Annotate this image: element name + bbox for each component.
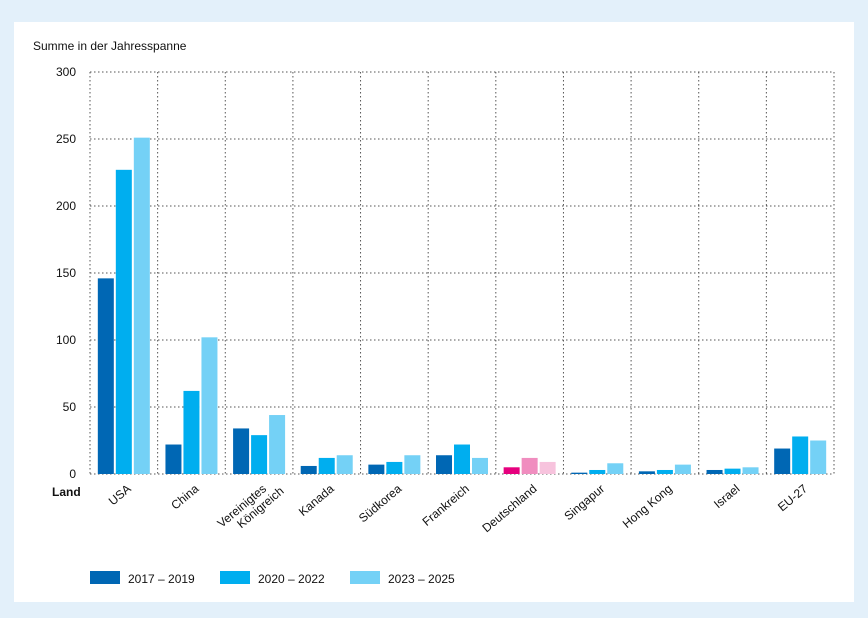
bar	[97, 278, 114, 474]
x-tick-label: China	[168, 481, 201, 512]
bar	[300, 465, 317, 474]
chart-card	[14, 22, 854, 602]
bar	[607, 463, 624, 474]
x-tick-label: USA	[106, 482, 134, 509]
y-tick-label: 250	[56, 132, 76, 146]
bar	[724, 468, 741, 474]
y-tick-label: 0	[69, 467, 76, 481]
x-tick-label: VereinigtesKönigreich	[215, 474, 287, 541]
x-tick-label: EU-27	[775, 481, 810, 514]
bar	[774, 448, 791, 474]
bar	[472, 457, 488, 474]
bar	[454, 444, 470, 474]
bar	[183, 390, 200, 474]
bar	[638, 471, 655, 474]
y-tick-label: 200	[56, 199, 76, 213]
legend-label: 2023 – 2025	[388, 572, 455, 586]
x-tick-label: Singapur	[561, 482, 607, 524]
legend-swatch	[350, 571, 380, 584]
x-tick-label: Deutschland	[479, 482, 539, 536]
x-tick-label: Südkorea	[356, 481, 405, 525]
bar	[674, 464, 691, 474]
bar	[521, 457, 538, 474]
bar	[571, 472, 588, 474]
legend-swatch	[220, 571, 250, 584]
bar	[233, 428, 250, 474]
bar	[742, 467, 759, 474]
legend-label: 2017 – 2019	[128, 572, 195, 586]
y-axis-title: Summe in der Jahresspanne	[33, 39, 187, 53]
bar	[589, 469, 606, 474]
y-tick-label: 150	[56, 266, 76, 280]
legend-label: 2020 – 2022	[258, 572, 325, 586]
x-tick-label: Frankreich	[420, 482, 472, 529]
bar	[656, 469, 673, 474]
x-tick-label: Kanada	[296, 481, 337, 519]
bar	[810, 440, 827, 474]
bar	[269, 415, 286, 474]
bar	[133, 137, 150, 474]
bar	[165, 444, 182, 474]
bar	[792, 436, 809, 474]
bar	[404, 455, 421, 474]
bar	[503, 467, 520, 474]
y-tick-label: 50	[63, 400, 77, 414]
x-tick-label: Hong Kong	[620, 482, 675, 531]
y-tick-label: 300	[56, 65, 76, 79]
y-tick-label: 100	[56, 333, 76, 347]
bar	[368, 464, 385, 474]
bar	[201, 337, 218, 474]
bar	[539, 461, 556, 474]
bar	[251, 435, 268, 474]
x-axis-title: Land	[52, 485, 81, 499]
bar	[386, 461, 403, 474]
bar	[336, 455, 353, 474]
bar	[436, 455, 452, 474]
bar	[706, 469, 723, 474]
legend-swatch	[90, 571, 120, 584]
x-tick-label: Israel	[711, 482, 742, 512]
bar	[115, 169, 132, 474]
bar	[318, 457, 335, 474]
